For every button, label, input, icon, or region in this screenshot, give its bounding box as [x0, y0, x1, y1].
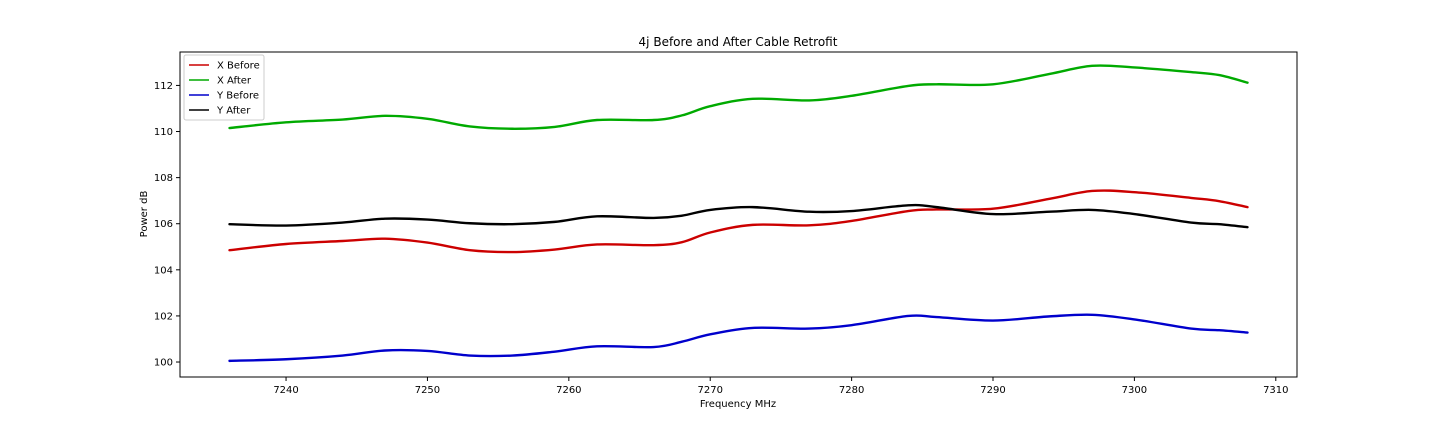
x-tick-label: 7310 [1263, 385, 1288, 396]
plot-area [179, 51, 1298, 378]
x-tick-label: 7300 [1122, 385, 1147, 396]
legend: X Before X After Y Before Y After [183, 54, 265, 121]
x-tick-label: 7280 [839, 385, 864, 396]
x-tick-label: 7250 [415, 385, 440, 396]
y-tick-label: 100 [154, 358, 173, 369]
legend-label-x-before: X Before [217, 61, 260, 72]
x-tick-label: 7270 [697, 385, 722, 396]
y-axis: 100 102 104 106 108 110 112 [154, 81, 180, 369]
y-tick-label: 112 [154, 81, 173, 92]
x-axis-label: Frequency MHz [700, 399, 776, 410]
series-line-y-after [228, 203, 1249, 229]
legend-label-x-after: X After [217, 76, 252, 87]
y-tick-label: 104 [154, 265, 173, 276]
x-tick-label: 7290 [980, 385, 1005, 396]
y-tick-label: 110 [154, 127, 173, 138]
legend-label-y-before: Y Before [216, 91, 259, 102]
x-tick-label: 7240 [273, 385, 298, 396]
series-lines [228, 64, 1249, 363]
legend-box [183, 54, 265, 121]
series-line-y-before [228, 313, 1249, 363]
y-tick-label: 108 [154, 173, 173, 184]
series-line-x-before [228, 189, 1249, 254]
y-tick-label: 102 [154, 311, 173, 322]
legend-label-y-after: Y After [216, 106, 251, 117]
x-tick-label: 7260 [556, 385, 581, 396]
x-axis: 7240 7250 7260 7270 7280 7290 7300 7310 [273, 377, 1289, 396]
series-line-x-after [228, 64, 1249, 130]
chart-title: 4j Before and After Cable Retrofit [639, 35, 838, 49]
y-axis-label: Power dB [139, 191, 150, 238]
y-tick-label: 106 [154, 219, 173, 230]
